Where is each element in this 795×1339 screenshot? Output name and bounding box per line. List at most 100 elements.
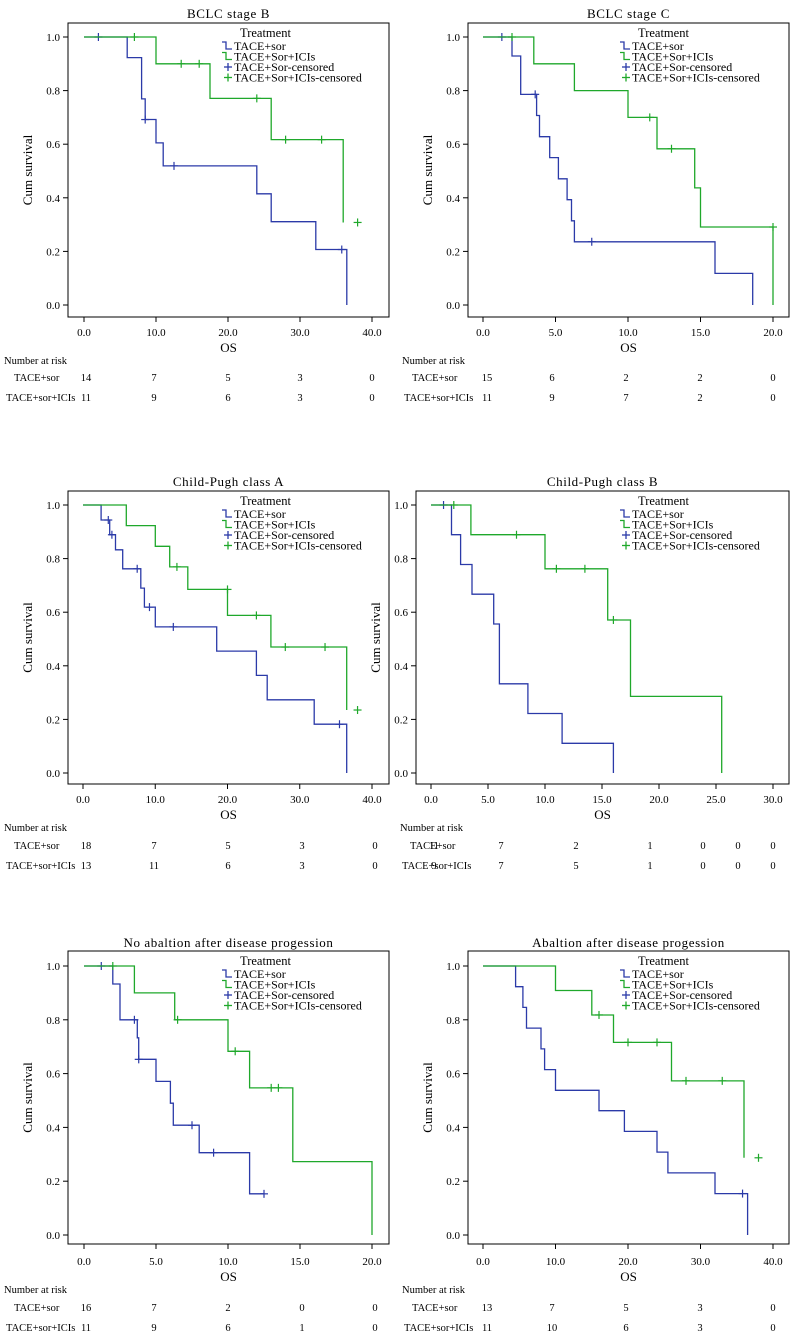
x-tick-label: 10.0: [218, 1256, 238, 1268]
risk-value: 3: [297, 393, 302, 404]
x-tick-label: 20.0: [218, 327, 238, 339]
y-tick-label: 0.8: [46, 86, 60, 98]
risk-value: 6: [225, 393, 230, 404]
risk-value: 0: [299, 1303, 304, 1314]
y-tick-label: 0.2: [46, 714, 60, 726]
risk-value: 0: [700, 861, 705, 872]
x-tick-label: 30.0: [290, 794, 310, 806]
chart-title: BCLC stage B: [187, 6, 270, 21]
y-axis-label: Cum survival: [368, 602, 383, 673]
y-tick-label: 0.6: [46, 1069, 60, 1081]
legend-entry: TACE+sor: [632, 507, 684, 521]
y-tick-label: 0.0: [446, 300, 460, 312]
legend-entry: TACE+Sor+ICIs-censored: [234, 539, 362, 553]
x-axis-label: OS: [620, 1269, 637, 1284]
risk-value: 6: [225, 861, 230, 872]
x-tick-label: 25.0: [706, 794, 726, 806]
legend-entry: TACE+Sor+ICIs: [234, 518, 316, 532]
legend-title: Treatment: [240, 954, 291, 968]
risk-value: 16: [81, 1303, 92, 1314]
risk-value: 13: [81, 861, 92, 872]
km-panel-4: Child-Pugh class B 0.0 0.2 0.4 0.6 0.8 1.0 0.0 5…: [368, 474, 790, 872]
x-tick-label: 15.0: [691, 327, 711, 339]
km-panel-6: Abaltion after disease progession 0.0 0.2 0…: [402, 935, 790, 1334]
legend-entry: TACE+Sor-censored: [234, 528, 334, 542]
x-tick-label: 5.0: [149, 1256, 163, 1268]
risk-header: Number at risk: [402, 356, 466, 367]
legend-entry: TACE+Sor-censored: [632, 60, 732, 74]
legend-entry: TACE+Sor-censored: [632, 528, 732, 542]
y-tick-label: 0.8: [446, 1015, 460, 1027]
legend-entry: TACE+Sor+ICIs-censored: [632, 71, 760, 85]
risk-value: 11: [149, 861, 159, 872]
legend-title: Treatment: [638, 954, 689, 968]
risk-value: 0: [372, 861, 377, 872]
risk-value: 2: [697, 393, 702, 404]
risk-value: 5: [573, 861, 578, 872]
chart-title: No abaltion after disease progession: [123, 935, 333, 950]
x-tick-label: 0.0: [476, 1256, 490, 1268]
legend-swatch-line: [620, 519, 630, 529]
risk-value: 7: [151, 841, 156, 852]
y-tick-label: 0.4: [446, 193, 460, 205]
legend-entry: TACE+Sor+ICIs: [632, 978, 714, 992]
risk-row-label: TACE+sor+ICIs: [404, 393, 473, 404]
risk-row-label: TACE+sor: [410, 841, 456, 852]
risk-value: 1: [647, 841, 652, 852]
x-tick-label: 0.0: [424, 794, 438, 806]
y-tick-label: 0.8: [446, 86, 460, 98]
risk-row-label: TACE+sor+ICIs: [6, 1323, 75, 1334]
legend-swatch-line: [620, 41, 630, 50]
risk-value: 2: [623, 373, 628, 384]
risk-value: 6: [225, 1323, 230, 1334]
km-panel-1: BCLC stage B 0.0 0.2 0.4 0.6 0.8 1.0 0.0 10.0 20.…: [4, 6, 390, 404]
y-tick-label: 1.0: [446, 961, 460, 973]
chart-title: BCLC stage C: [587, 6, 670, 21]
y-tick-label: 1.0: [46, 500, 60, 512]
y-tick-label: 0.4: [46, 661, 60, 673]
risk-value: 7: [549, 1303, 554, 1314]
x-tick-label: 20.0: [763, 327, 783, 339]
x-tick-label: 10.0: [146, 794, 166, 806]
y-tick-label: 0.4: [446, 1122, 460, 1134]
risk-value: 0: [369, 393, 374, 404]
x-tick-label: 40.0: [362, 327, 382, 339]
legend-entry: TACE+Sor-censored: [234, 988, 334, 1002]
risk-value: 9: [151, 393, 156, 404]
risk-value: 1: [299, 1323, 304, 1334]
survival-line-tace-sor-icis: [483, 36, 774, 305]
survival-line-tace-sor: [483, 965, 749, 1235]
risk-header: Number at risk: [4, 356, 68, 367]
x-tick-label: 30.0: [691, 1256, 711, 1268]
y-tick-label: 0.2: [46, 1176, 60, 1188]
risk-value: 7: [498, 841, 503, 852]
y-tick-label: 0.6: [46, 607, 60, 619]
risk-value: 0: [770, 1323, 775, 1334]
y-axis-label: Cum survival: [20, 602, 35, 673]
x-tick-label: 0.0: [76, 794, 90, 806]
risk-value: 5: [225, 373, 230, 384]
risk-value: 0: [372, 841, 377, 852]
y-tick-label: 0.2: [446, 246, 460, 258]
km-panel-2: BCLC stage C 0.0 0.2 0.4 0.6 0.8 1.0 0.0 5.0 10.0…: [402, 6, 790, 404]
risk-row-label: TACE+sor: [412, 1303, 458, 1314]
km-panel-3: Child-Pugh class A 0.0 0.2 0.4 0.6 0.8 1.0 0.0 1…: [4, 474, 390, 872]
y-tick-label: 0.6: [46, 139, 60, 151]
risk-value: 2: [225, 1303, 230, 1314]
x-tick-label: 30.0: [290, 327, 310, 339]
x-tick-label: 10.0: [535, 794, 555, 806]
legend-entry: TACE+Sor+ICIs: [632, 50, 714, 64]
legend-entry: TACE+sor: [632, 967, 684, 981]
risk-value: 0: [770, 1303, 775, 1314]
risk-value: 3: [297, 373, 302, 384]
legend-title: Treatment: [240, 26, 291, 40]
y-axis-label: Cum survival: [20, 1062, 35, 1133]
y-tick-label: 0.2: [394, 714, 408, 726]
risk-value: 9: [431, 861, 436, 872]
y-tick-label: 0.8: [394, 554, 408, 566]
risk-header: Number at risk: [4, 1285, 68, 1296]
plot-frame: [67, 490, 390, 785]
survival-line-tace-sor-icis: [483, 965, 745, 1158]
legend-swatch-line: [222, 519, 232, 529]
risk-value: 9: [549, 393, 554, 404]
